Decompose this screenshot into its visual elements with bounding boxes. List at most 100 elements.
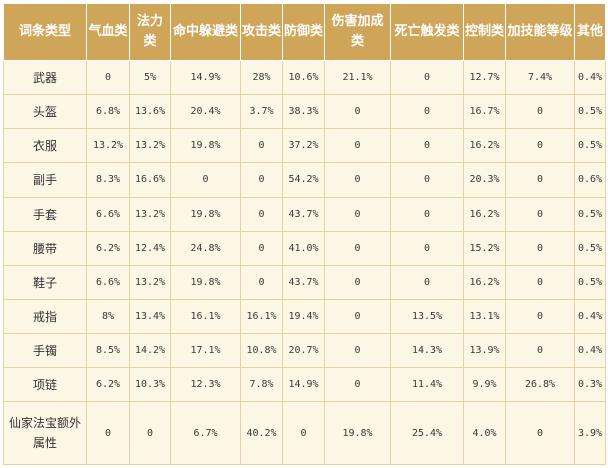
table-cell-value: 28%	[240, 59, 283, 96]
table-cell-value: 9.9%	[463, 367, 506, 403]
table-cell-value: 6.2%	[86, 367, 130, 403]
table-row: 腰带 6.2% 12.4% 24.8% 0 41.0% 0 0 15.2% 0 0.5%	[3, 230, 606, 266]
row-affix-name: 鞋子	[3, 264, 87, 300]
table-cell-value: 10.8%	[240, 332, 283, 369]
table-row: 武器 0 5% 14.9% 28% 10.6% 21.1% 0 12.7% 7.4% 0.4%	[3, 59, 606, 96]
table-cell-value: 0	[240, 264, 283, 300]
table-cell-value: 16.2%	[463, 128, 506, 164]
table-cell-value: 14.2%	[129, 332, 171, 369]
table-cell-value: 13.4%	[129, 298, 171, 335]
table-cell-value: 0	[129, 401, 171, 465]
table-cell-value: 13.2%	[129, 264, 171, 300]
table-cell-value: 0	[390, 128, 464, 164]
header-attack: 攻击类	[240, 3, 283, 61]
table-cell-value: 3.7%	[240, 94, 283, 130]
table-cell-value: 0	[390, 94, 464, 130]
table-cell-value: 17.1%	[170, 332, 241, 369]
table-cell-value: 6.6%	[86, 264, 130, 300]
table-cell-value: 10.3%	[129, 367, 171, 403]
table-cell-value: 15.2%	[463, 230, 506, 266]
table-row: 副手 8.3% 16.6% 0 0 54.2% 0 0 20.3% 0 0.6%	[3, 162, 606, 198]
table-cell-value: 12.4%	[129, 230, 171, 266]
table-cell-value: 7.8%	[240, 367, 283, 403]
table-cell-value: 6.7%	[170, 401, 241, 465]
table-cell-value: 0	[86, 401, 130, 465]
table-cell-value: 12.7%	[463, 59, 506, 96]
table-cell-value: 0.5%	[574, 230, 606, 266]
table-cell-value: 4.0%	[463, 401, 506, 465]
table-cell-value: 0.5%	[574, 196, 606, 232]
table-cell-value: 16.1%	[170, 298, 241, 335]
table-cell-value: 0.5%	[574, 94, 606, 130]
table-row: 项链 6.2% 10.3% 12.3% 7.8% 14.9% 0 11.4% 9.9% 26.8%…	[3, 367, 606, 403]
table-cell-value: 0	[324, 196, 391, 232]
table-header-row: 词条类型 气血类 法力类 命中躲避类 攻击类 防御类 伤害加成类 死亡触发类 控…	[3, 3, 606, 61]
table-cell-value: 13.6%	[129, 94, 171, 130]
table-cell-value: 0	[324, 230, 391, 266]
table-cell-value: 13.2%	[129, 196, 171, 232]
table-cell-value: 0	[505, 128, 575, 164]
table-cell-value: 6.2%	[86, 230, 130, 266]
table-cell-value: 19.8%	[170, 264, 241, 300]
table-cell-value: 0	[324, 94, 391, 130]
table-cell-value: 16.7%	[463, 94, 506, 130]
table-cell-value: 40.2%	[240, 401, 283, 465]
header-hit-dodge: 命中躲避类	[170, 3, 241, 61]
table-cell-value: 10.6%	[282, 59, 325, 96]
table-cell-value: 0	[505, 332, 575, 369]
table-cell-value: 19.8%	[170, 196, 241, 232]
row-affix-name: 腰带	[3, 230, 87, 266]
table-body: 武器 0 5% 14.9% 28% 10.6% 21.1% 0 12.7% 7.4% 0.4% 头盔 6…	[3, 59, 606, 465]
table-cell-value: 0	[505, 264, 575, 300]
table-cell-value: 21.1%	[324, 59, 391, 96]
header-skill-level: 加技能等级	[505, 3, 575, 61]
row-affix-name: 头盔	[3, 94, 87, 130]
table-cell-value: 0.5%	[574, 128, 606, 164]
table-cell-value: 43.7%	[282, 264, 325, 300]
table-row: 仙家法宝额外属性 0 0 6.7% 40.2% 0 19.8% 25.4% 4.0% 0 3.9%	[3, 401, 606, 465]
table-cell-value: 0	[240, 230, 283, 266]
row-affix-name: 戒指	[3, 298, 87, 335]
table-cell-value: 20.7%	[282, 332, 325, 369]
header-damage-bonus: 伤害加成类	[324, 3, 391, 61]
table-cell-value: 16.2%	[463, 196, 506, 232]
table-cell-value: 8.5%	[86, 332, 130, 369]
table-cell-value: 11.4%	[390, 367, 464, 403]
table-cell-value: 0	[324, 128, 391, 164]
table-row: 鞋子 6.6% 13.2% 19.8% 0 43.7% 0 0 16.2% 0 0.5%	[3, 264, 606, 300]
table-cell-value: 24.8%	[170, 230, 241, 266]
table-cell-value: 0	[324, 264, 391, 300]
header-other: 其他	[574, 3, 606, 61]
table-cell-value: 0	[240, 196, 283, 232]
table-cell-value: 38.3%	[282, 94, 325, 130]
table-cell-value: 0	[390, 196, 464, 232]
table-cell-value: 16.1%	[240, 298, 283, 335]
table-cell-value: 0	[324, 162, 391, 198]
table-cell-value: 0	[324, 332, 391, 369]
header-death-trigger: 死亡触发类	[390, 3, 464, 61]
table-row: 戒指 8% 13.4% 16.1% 16.1% 19.4% 0 13.5% 13.1% 0 0.4%	[3, 298, 606, 335]
row-affix-name: 项链	[3, 367, 87, 403]
table-cell-value: 0	[505, 196, 575, 232]
table-cell-value: 3.9%	[574, 401, 606, 465]
table-cell-value: 0.4%	[574, 298, 606, 335]
table-cell-value: 0	[505, 401, 575, 465]
row-affix-name: 手套	[3, 196, 87, 232]
table-cell-value: 20.4%	[170, 94, 241, 130]
table-cell-value: 41.0%	[282, 230, 325, 266]
table-row: 衣服 13.2% 13.2% 19.8% 0 37.2% 0 0 16.2% 0 0.5%	[3, 128, 606, 164]
table-cell-value: 0	[324, 298, 391, 335]
table-cell-value: 12.3%	[170, 367, 241, 403]
table-cell-value: 0	[324, 367, 391, 403]
table-cell-value: 20.3%	[463, 162, 506, 198]
table-cell-value: 19.8%	[324, 401, 391, 465]
table-cell-value: 0.5%	[574, 264, 606, 300]
table-cell-value: 0.3%	[574, 367, 606, 403]
table-cell-value: 0	[240, 128, 283, 164]
table-cell-value: 0	[505, 94, 575, 130]
table-cell-value: 19.8%	[170, 128, 241, 164]
table-cell-value: 0	[390, 230, 464, 266]
table-cell-value: 0	[505, 298, 575, 335]
table-cell-value: 37.2%	[282, 128, 325, 164]
header-affix-type: 词条类型	[3, 3, 87, 61]
